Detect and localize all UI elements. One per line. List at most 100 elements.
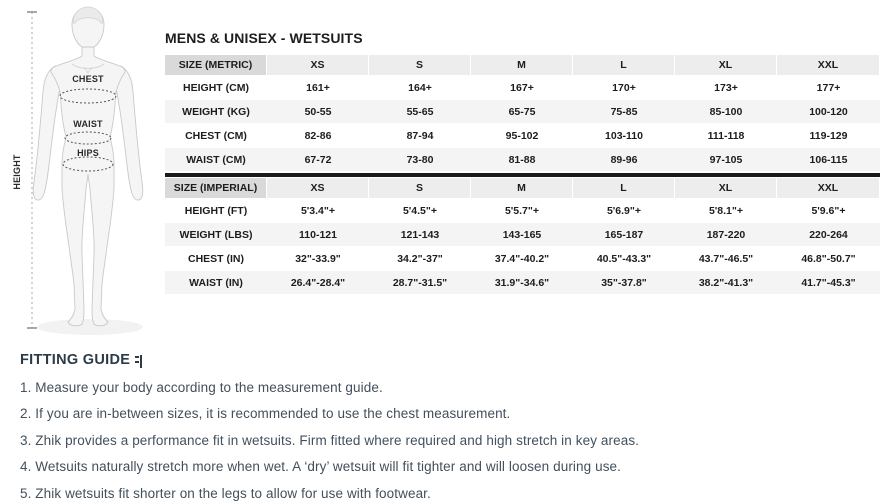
measurement-value: 165-187 [573,223,675,247]
measurement-value: 81-88 [471,148,573,172]
measurement-row: HEIGHT (CM) 161+ 164+ 167+ 170+ 173+ 177+ [165,76,880,100]
measurement-value: 89-96 [573,148,675,172]
measurement-value: 220-264 [777,223,880,247]
measurement-value: 43.7"-46.5" [675,247,777,271]
size-column-header: M [471,178,573,199]
measurement-figure: CHEST WAIST HIPS HEIGHT [8,4,160,349]
size-header-row: SIZE (IMPERIAL) XS S M L XL XXL [165,178,880,199]
floor-shadow [37,319,143,335]
measurement-value: 85-100 [675,100,777,124]
measurement-value: 161+ [267,76,369,100]
measurement-row: WEIGHT (LBS) 110-121 121-143 143-165 165-187… [165,223,880,247]
measurement-value: 37.4"-40.2" [471,247,573,271]
measurement-value: 55-65 [369,100,471,124]
measurement-value: 121-143 [369,223,471,247]
height-label: HEIGHT [12,154,22,190]
figure-left-arm [32,65,61,201]
figure-collar-line [71,63,105,74]
hips-measure-ellipse [62,156,114,172]
measurement-value: 103-110 [573,124,675,148]
measurement-value: 5'8.1"+ [675,199,777,223]
measurement-label: WAIST (IN) [165,271,267,295]
fitting-guide-item: 5. Zhik wetsuits fit shorter on the legs… [20,485,431,501]
hips-label: HIPS [77,148,99,158]
fitting-guide-item: 2. If you are in-between sizes, it is re… [20,406,511,421]
size-column-header: L [573,178,675,199]
fitting-guide-item: 4. Wetsuits naturally stretch more when … [20,459,622,474]
measurement-row: CHEST (CM) 82-86 87-94 95-102 103-110 111-118… [165,124,880,148]
size-column-header: S [369,178,471,199]
measurement-value: 35"-37.8" [573,271,675,295]
measurement-value: 82-86 [267,124,369,148]
measurement-row: WAIST (IN) 26.4"-28.4" 28.7"-31.5" 31.9"-34… [165,271,880,295]
measurement-row: WAIST (CM) 67-72 73-80 81-88 89-96 97-105 106-… [165,148,880,172]
measurement-label: HEIGHT (FT) [165,199,267,223]
measurement-value: 28.7"-31.5" [369,271,471,295]
measurement-value: 187-220 [675,223,777,247]
waist-measure-ellipse [64,131,112,145]
measurement-label: WEIGHT (LBS) [165,223,267,247]
measurement-value: 164+ [369,76,471,100]
fitting-guide-section: FITTING GUIDE 1. Measure your body accor… [20,352,886,501]
fitting-guide-item: 3. Zhik provides a performance fit in we… [20,432,640,448]
measurement-row: CHEST (IN) 32"-33.9" 34.2"-37" 37.4"-40.2" 4… [165,247,880,271]
measurement-value: 34.2"-37" [369,247,471,271]
measurement-value: 5'5.7"+ [471,199,573,223]
measurement-row: HEIGHT (FT) 5'3.4"+ 5'4.5"+ 5'5.7"+ 5'6.9"+ 5… [165,199,880,223]
measurement-value: 5'9.6"+ [777,199,880,223]
size-header-row: SIZE (METRIC) XS S M L XL XXL [165,55,880,76]
fitting-guide-heading-row: FITTING GUIDE [20,352,886,368]
fitting-guide-heading: FITTING GUIDE [20,352,131,368]
chest-measure-ellipse [59,88,117,104]
measurement-value: 75-85 [573,100,675,124]
measurement-value: 173+ [675,76,777,100]
measurement-value: 167+ [471,76,573,100]
size-column-header: XXL [777,178,880,199]
measurement-value: 41.7"-45.3" [777,271,880,295]
measurement-value: 32"-33.9" [267,247,369,271]
size-column-header: XXL [777,55,880,76]
measurement-value: 65-75 [471,100,573,124]
measurement-value: 170+ [573,76,675,100]
measurement-value: 5'6.9"+ [573,199,675,223]
size-chart-section: MENS & UNISEX - WETSUITS SIZE (METRIC) XS… [165,30,880,295]
imperial-size-table: SIZE (IMPERIAL) XS S M L XL XXL HEIGHT (FT) 5'3.… [165,178,880,295]
body-silhouette-illustration: CHEST WAIST HIPS HEIGHT [12,6,144,335]
size-column-header: XL [675,55,777,76]
size-column-header: M [471,55,573,76]
size-column-header: S [369,55,471,76]
measurement-value: 46.8"-50.7" [777,247,880,271]
size-column-header: XS [267,55,369,76]
measurement-value: 38.2"-41.3" [675,271,777,295]
measurement-label: WAIST (CM) [165,148,267,172]
size-column-header: XL [675,178,777,199]
measurement-value: 31.9"-34.6" [471,271,573,295]
measurement-value: 73-80 [369,148,471,172]
measurement-value: 50-55 [267,100,369,124]
measurement-value: 106-115 [777,148,880,172]
chest-label: CHEST [72,74,104,84]
measurement-value: 67-72 [267,148,369,172]
size-column-header: XS [267,178,369,199]
measurement-value: 111-118 [675,124,777,148]
waist-label: WAIST [73,119,103,129]
measurement-value: 177+ [777,76,880,100]
measurement-value: 110-121 [267,223,369,247]
measurement-value: 26.4"-28.4" [267,271,369,295]
page-title: MENS & UNISEX - WETSUITS [165,30,363,46]
measurement-label: CHEST (CM) [165,124,267,148]
measurement-value: 100-120 [777,100,880,124]
figure-torso-legs [50,46,126,327]
measurement-value: 97-105 [675,148,777,172]
measurement-value: 5'4.5"+ [369,199,471,223]
measurement-row: WEIGHT (KG) 50-55 55-65 65-75 75-85 85-100 100… [165,100,880,124]
size-column-header: L [573,55,675,76]
measurement-value: 119-129 [777,124,880,148]
measurement-label: HEIGHT (CM) [165,76,267,100]
size-system-label: SIZE (IMPERIAL) [165,178,267,199]
measurement-value: 95-102 [471,124,573,148]
measurement-value: 87-94 [369,124,471,148]
measurement-value: 5'3.4"+ [267,199,369,223]
measurement-value: 40.5"-43.3" [573,247,675,271]
metric-size-table: SIZE (METRIC) XS S M L XL XXL HEIGHT (CM) 161+ 16… [165,55,880,172]
